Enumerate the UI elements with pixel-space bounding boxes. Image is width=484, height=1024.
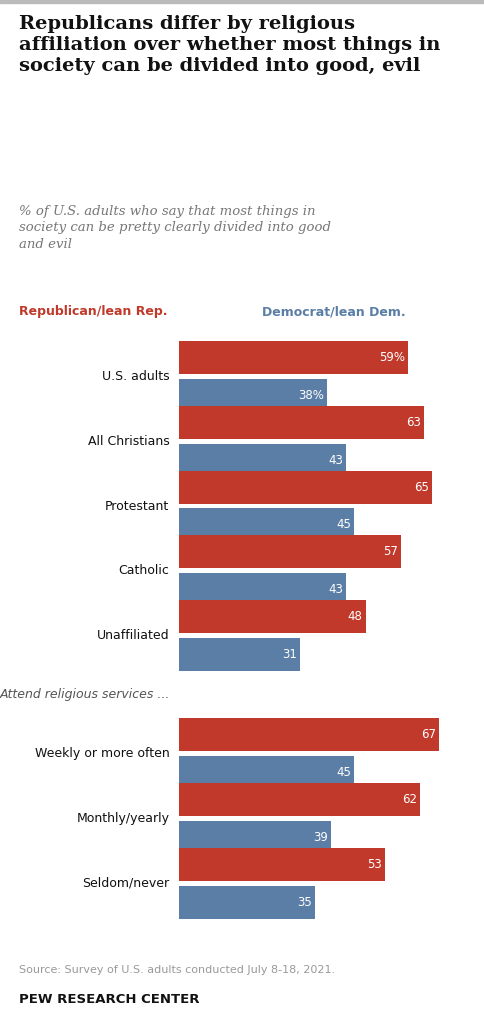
Bar: [179, 573, 346, 606]
Bar: [179, 443, 346, 476]
Text: 48: 48: [347, 610, 362, 624]
Text: 45: 45: [335, 518, 350, 531]
Bar: [179, 508, 353, 542]
Bar: [179, 886, 315, 919]
Text: 31: 31: [281, 648, 296, 662]
Text: 43: 43: [328, 454, 343, 467]
Bar: [179, 820, 330, 854]
Text: 62: 62: [401, 793, 416, 806]
Text: 45: 45: [335, 766, 350, 779]
Bar: [179, 341, 408, 374]
Bar: [179, 783, 419, 816]
Text: 35: 35: [297, 896, 312, 908]
Text: % of U.S. adults who say that most things in
society can be pretty clearly divid: % of U.S. adults who say that most thing…: [19, 205, 331, 251]
Bar: [179, 756, 353, 788]
Text: Republicans differ by religious
affiliation over whether most things in
society : Republicans differ by religious affiliat…: [19, 15, 440, 75]
Text: Protestant: Protestant: [105, 500, 169, 512]
Text: All Christians: All Christians: [88, 435, 169, 447]
Text: Democrat/lean Dem.: Democrat/lean Dem.: [261, 305, 405, 318]
Bar: [179, 600, 365, 633]
Text: Attend religious services ...: Attend religious services ...: [0, 688, 170, 701]
Text: 38%: 38%: [297, 389, 323, 401]
Text: Source: Survey of U.S. adults conducted July 8-18, 2021.: Source: Survey of U.S. adults conducted …: [19, 965, 335, 975]
Text: U.S. adults: U.S. adults: [102, 370, 169, 383]
Bar: [179, 379, 326, 412]
Text: Monthly/yearly: Monthly/yearly: [76, 812, 169, 824]
Text: Republican/lean Rep.: Republican/lean Rep.: [19, 305, 167, 318]
Text: Catholic: Catholic: [118, 564, 169, 578]
Bar: [179, 536, 400, 568]
Bar: [179, 718, 439, 752]
Text: Weekly or more often: Weekly or more often: [34, 748, 169, 760]
Text: 59%: 59%: [378, 351, 405, 364]
Text: Unaffiliated: Unaffiliated: [96, 629, 169, 642]
Text: 53: 53: [366, 858, 381, 870]
Text: PEW RESEARCH CENTER: PEW RESEARCH CENTER: [19, 993, 199, 1007]
Bar: [179, 406, 423, 439]
Bar: [179, 471, 431, 504]
Text: 63: 63: [405, 416, 420, 429]
Text: Seldom/never: Seldom/never: [82, 877, 169, 890]
Text: 65: 65: [413, 480, 428, 494]
Bar: [179, 638, 299, 671]
Text: 67: 67: [421, 728, 436, 741]
Text: 43: 43: [328, 584, 343, 596]
Text: 39: 39: [312, 830, 327, 844]
Bar: [179, 848, 384, 881]
Text: 57: 57: [382, 546, 397, 558]
